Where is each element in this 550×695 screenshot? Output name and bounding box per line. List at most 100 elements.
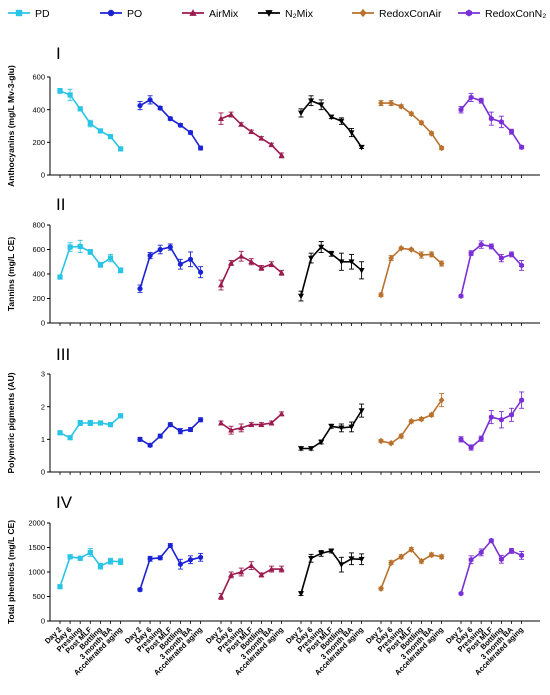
data-point — [478, 97, 484, 104]
data-point — [218, 419, 224, 426]
data-point — [177, 261, 183, 267]
y-tick-label: 500 — [32, 592, 45, 601]
data-point — [87, 549, 93, 555]
data-point — [418, 251, 425, 259]
data-point — [248, 421, 255, 427]
data-point — [468, 444, 474, 451]
series-n2mix — [298, 548, 365, 597]
data-point — [458, 106, 464, 113]
y-tick-label: 200 — [32, 294, 45, 303]
data-point — [278, 152, 285, 158]
data-point — [118, 267, 124, 273]
data-point — [378, 291, 384, 299]
data-point — [77, 243, 83, 250]
data-point — [318, 439, 325, 446]
data-point — [248, 258, 255, 265]
data-point — [238, 424, 245, 431]
legend-label: RedoxConAir — [379, 8, 442, 20]
y-tick-label: 2 — [41, 402, 45, 411]
data-point — [177, 122, 183, 128]
data-point — [398, 432, 405, 440]
series-line — [139, 98, 202, 149]
data-point — [519, 552, 525, 559]
data-point — [97, 563, 103, 569]
data-point — [137, 587, 143, 593]
data-point — [278, 565, 285, 572]
data-point — [298, 591, 304, 597]
panel-i: I 0 200 400 600 Anthocyanins (mg/L Mv-3-glu) — [6, 44, 540, 187]
legend-item-po: PO — [100, 8, 142, 20]
data-point — [338, 562, 345, 568]
series-redoxconair — [378, 393, 445, 447]
series-pd — [57, 413, 124, 441]
data-point — [147, 253, 153, 259]
series-pd — [57, 548, 124, 590]
data-point — [418, 119, 425, 127]
data-point — [97, 262, 103, 268]
y-axis-title: Tannins (mg/L CE) — [6, 237, 16, 311]
y-tick-label: 0 — [41, 319, 45, 328]
data-point — [509, 251, 514, 258]
legend-item-airmix: AirMix — [182, 8, 239, 20]
data-point — [438, 144, 445, 152]
series-redoxconn2 — [458, 391, 525, 451]
data-point — [147, 442, 153, 448]
panel-label: I — [56, 44, 61, 63]
data-point — [107, 134, 114, 140]
series-n2mix — [298, 403, 365, 452]
y-tick-label: 0 — [41, 171, 45, 180]
data-point — [308, 98, 315, 104]
series-n2mix — [298, 241, 365, 302]
data-point — [488, 537, 494, 544]
data-point — [67, 92, 73, 98]
data-point — [318, 102, 325, 108]
data-point — [268, 565, 275, 572]
data-point — [87, 249, 93, 255]
data-point — [57, 430, 63, 436]
data-point — [478, 241, 484, 248]
panel-ii: II 0 200 400 600 800 Tannins (mg/L CE) — [6, 195, 540, 328]
data-point — [408, 546, 415, 553]
y-tick-label: 400 — [32, 105, 45, 114]
data-point — [77, 555, 83, 561]
series-airmix — [218, 561, 285, 600]
legend-label: AirMix — [209, 8, 239, 20]
data-point — [438, 396, 445, 404]
data-point — [107, 558, 114, 564]
data-point — [338, 425, 345, 432]
data-point — [218, 593, 224, 599]
y-tick-label: 1500 — [28, 543, 45, 552]
legend-item-n2mix: N₂Mix — [258, 8, 314, 20]
data-point — [228, 571, 235, 578]
data-point — [308, 255, 315, 262]
data-point — [67, 244, 73, 250]
data-point — [198, 145, 204, 151]
series-redoxconn2 — [458, 92, 525, 151]
y-tick-label: 600 — [32, 245, 45, 254]
legend-marker — [265, 10, 273, 17]
legend-marker — [359, 8, 367, 18]
data-point — [57, 584, 63, 590]
series-n2mix — [298, 95, 365, 151]
y-tick-label: 0 — [41, 617, 45, 626]
data-point — [258, 421, 265, 427]
data-point — [57, 274, 63, 280]
data-point — [519, 262, 525, 269]
series-redoxconn2 — [458, 537, 525, 597]
data-point — [509, 411, 514, 418]
panel-iv: IV 0 500 1000 1500 2000 Total phenolics (mg/L … — [6, 493, 540, 626]
data-point — [388, 99, 394, 107]
data-point — [498, 119, 504, 125]
data-point — [398, 553, 405, 561]
data-point — [388, 559, 394, 567]
data-point — [77, 420, 83, 426]
data-point — [388, 439, 394, 447]
data-point — [118, 559, 124, 565]
data-point — [328, 114, 335, 121]
data-point — [228, 111, 235, 117]
data-point — [137, 436, 143, 442]
